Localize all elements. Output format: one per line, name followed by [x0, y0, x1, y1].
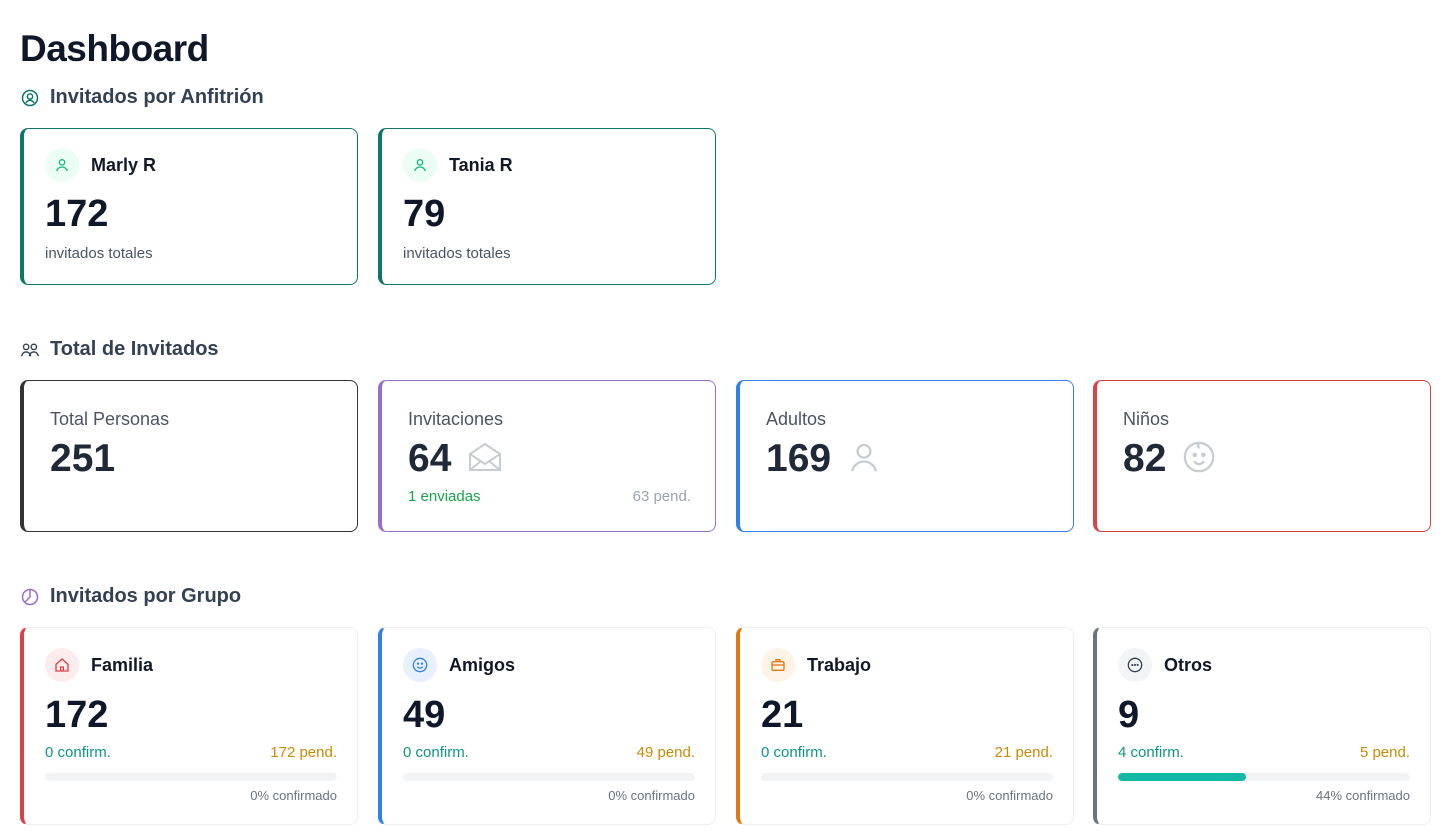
total-personas-value: 251 [50, 437, 116, 480]
ninos-label: Niños [1123, 409, 1170, 429]
host-guest-label: invitados totales [45, 245, 153, 262]
group-name: Otros [1164, 654, 1213, 675]
invitaciones-card[interactable]: Invitaciones 64 1 enviadas 63 pend. [378, 380, 716, 532]
total-personas-card[interactable]: Total Personas 251 [20, 380, 358, 532]
group-card-trabajo[interactable]: Trabajo 21 0 confirm. 21 pend. 0% confir… [736, 627, 1074, 825]
home-icon [45, 648, 79, 682]
adultos-card[interactable]: Adultos 169 [736, 380, 1074, 532]
host-name: Tania R [449, 154, 513, 175]
section-title-totals: Total de Invitados [20, 338, 219, 361]
group-pending: 5 pend. [1359, 744, 1410, 761]
group-confirmed: 0 confirm. [761, 744, 827, 761]
briefcase-icon [761, 648, 795, 682]
invitaciones-sent: 1 enviadas [408, 488, 481, 505]
ninos-value: 82 [1123, 437, 1167, 480]
more-dots-icon [1118, 648, 1152, 682]
group-confirmed: 0 confirm. [403, 744, 469, 761]
invitaciones-label: Invitaciones [408, 409, 504, 429]
total-personas-label: Total Personas [50, 409, 170, 429]
group-progress-bar [403, 773, 695, 781]
group-name: Familia [91, 654, 154, 675]
baby-face-icon [1182, 440, 1216, 479]
user-circle-icon [20, 88, 40, 108]
group-card-amigos[interactable]: Amigos 49 0 confirm. 49 pend. 0% confirm… [378, 627, 716, 825]
group-progress-label: 44% confirmado [1316, 788, 1410, 803]
adultos-value: 169 [766, 437, 832, 480]
section-title-totals-label: Total de Invitados [50, 338, 219, 360]
host-guest-label: invitados totales [403, 245, 511, 262]
ninos-card[interactable]: Niños 82 [1093, 380, 1431, 532]
group-count: 21 [761, 694, 804, 736]
host-guest-count: 172 [45, 193, 109, 235]
invitaciones-pending: 63 pend. [632, 488, 691, 505]
group-card-otros[interactable]: Otros 9 4 confirm. 5 pend. 44% confirmad… [1093, 627, 1431, 825]
group-progress-label: 0% confirmado [250, 788, 337, 803]
group-pending: 49 pend. [636, 744, 695, 761]
smile-icon [403, 648, 437, 682]
invitaciones-value: 64 [408, 437, 452, 480]
group-card-familia[interactable]: Familia 172 0 confirm. 172 pend. 0% conf… [20, 627, 358, 825]
group-progress-bar [1118, 773, 1410, 781]
envelope-open-icon [467, 441, 503, 478]
user-icon [403, 148, 437, 182]
group-progress-bar [761, 773, 1053, 781]
group-count: 9 [1118, 694, 1140, 736]
group-name: Trabajo [807, 654, 872, 675]
group-confirmed: 0 confirm. [45, 744, 111, 761]
host-card-tania[interactable]: Tania R 79 invitados totales [378, 128, 716, 285]
group-confirmed: 4 confirm. [1118, 744, 1184, 761]
group-pending: 172 pend. [270, 744, 337, 761]
section-title-hosts-label: Invitados por Anfitrión [50, 86, 264, 108]
user-icon [847, 440, 881, 479]
host-card-marly[interactable]: Marly R 172 invitados totales [20, 128, 358, 285]
group-name: Amigos [449, 654, 516, 675]
host-guest-count: 79 [403, 193, 446, 235]
group-progress-label: 0% confirmado [608, 788, 695, 803]
page-title: Dashboard [20, 28, 209, 69]
group-progress-bar [45, 773, 337, 781]
adultos-label: Adultos [766, 409, 827, 429]
section-title-groups: Invitados por Grupo [20, 585, 241, 608]
group-count: 172 [45, 694, 109, 736]
group-pending: 21 pend. [994, 744, 1053, 761]
group-progress-label: 0% confirmado [966, 788, 1053, 803]
group-count: 49 [403, 694, 446, 736]
user-icon [45, 148, 79, 182]
section-title-groups-label: Invitados por Grupo [50, 585, 242, 607]
host-name: Marly R [91, 154, 157, 175]
users-icon [20, 340, 40, 360]
group-progress-fill [1118, 773, 1247, 781]
section-title-hosts: Invitados por Anfitrión [20, 86, 264, 109]
pie-chart-icon [20, 587, 40, 607]
